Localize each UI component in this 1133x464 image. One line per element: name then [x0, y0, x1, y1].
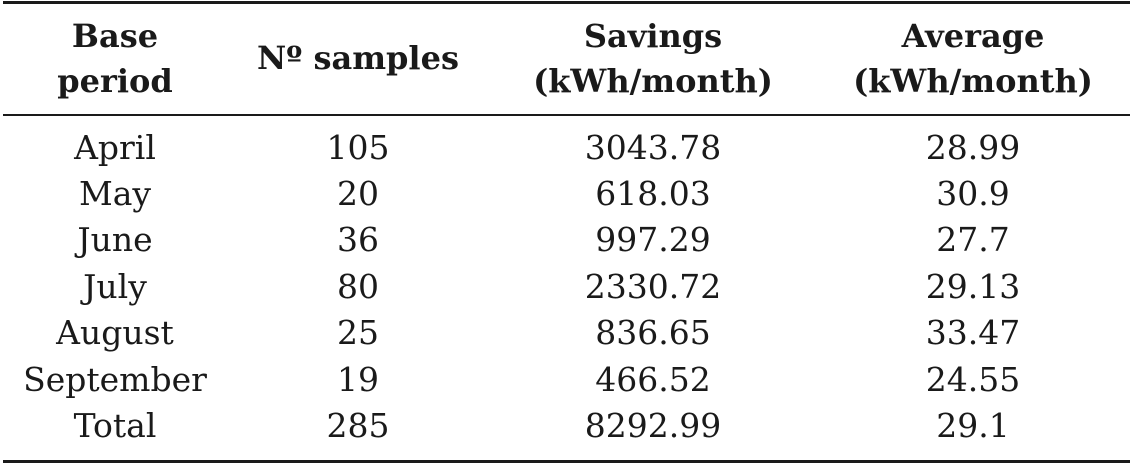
- cell-period: April: [74, 128, 156, 167]
- cell-period: July: [83, 267, 147, 306]
- cell-samples: 105: [326, 128, 390, 167]
- cell-samples: 19: [337, 360, 379, 399]
- table-row: May 20 618.03 30.9: [0, 171, 1133, 217]
- cell-period: August: [56, 313, 174, 352]
- header-savings: Savings (kWh/month): [508, 14, 798, 104]
- cell-samples: 20: [337, 174, 379, 213]
- cell-samples: 36: [337, 220, 379, 259]
- header-rule: [3, 114, 1130, 116]
- cell-savings: 466.52: [595, 360, 711, 399]
- cell-savings: 3043.78: [584, 128, 722, 167]
- header-samples: Nº samples: [238, 36, 478, 81]
- header-base-period-line1: Base: [71, 17, 159, 55]
- cell-savings: 618.03: [595, 174, 711, 213]
- top-rule: [3, 1, 1130, 4]
- cell-samples: 80: [337, 267, 379, 306]
- header-base-period-line2: period: [57, 62, 173, 100]
- cell-period: Total: [73, 406, 157, 445]
- table-row-total: Total 285 8292.99 29.1: [0, 403, 1133, 449]
- cell-average: 29.1: [936, 406, 1010, 445]
- table-row: July 80 2330.72 29.13: [0, 264, 1133, 310]
- cell-average: 33.47: [925, 313, 1021, 352]
- header-base-period: Base period: [10, 14, 220, 104]
- cell-samples: 285: [326, 406, 390, 445]
- cell-savings: 8292.99: [584, 406, 722, 445]
- cell-period: May: [78, 174, 152, 213]
- cell-savings: 2330.72: [584, 267, 722, 306]
- cell-savings: 836.65: [595, 313, 711, 352]
- header-average: Average (kWh/month): [828, 14, 1118, 104]
- table-row: September 19 466.52 24.55: [0, 357, 1133, 403]
- cell-samples: 25: [337, 313, 379, 352]
- table-row: June 36 997.29 27.7: [0, 217, 1133, 263]
- cell-average: 30.9: [936, 174, 1010, 213]
- cell-average: 27.7: [936, 220, 1010, 259]
- header-samples-label: Nº samples: [257, 39, 459, 77]
- table-row: August 25 836.65 33.47: [0, 310, 1133, 356]
- header-savings-line2: (kWh/month): [533, 62, 773, 100]
- cell-period: September: [23, 360, 207, 399]
- cell-period: June: [77, 220, 153, 259]
- cell-average: 29.13: [925, 267, 1021, 306]
- table-row: April 105 3043.78 28.99: [0, 125, 1133, 171]
- cell-savings: 997.29: [595, 220, 711, 259]
- cell-average: 24.55: [925, 360, 1021, 399]
- header-average-line2: (kWh/month): [853, 62, 1093, 100]
- cell-average: 28.99: [925, 128, 1021, 167]
- bottom-rule: [3, 460, 1130, 463]
- header-average-line1: Average: [901, 17, 1045, 55]
- header-savings-line1: Savings: [583, 17, 723, 55]
